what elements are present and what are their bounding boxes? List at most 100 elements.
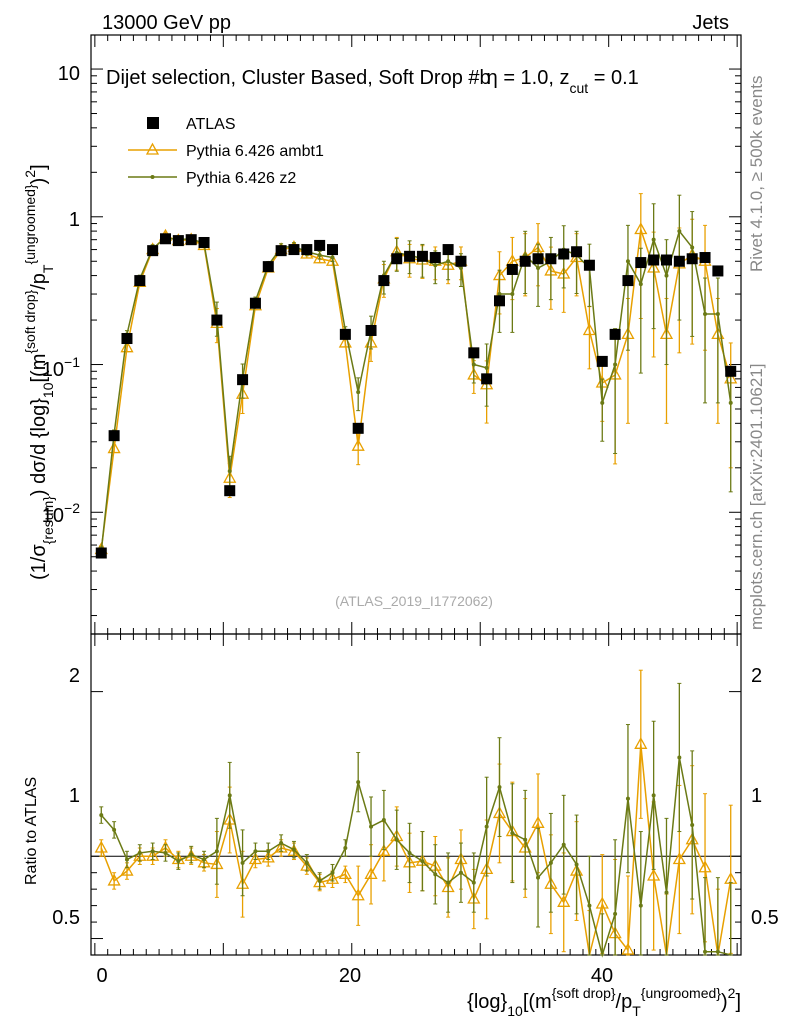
- main-point-atlas: [378, 275, 390, 287]
- main-y-tick-label-10: 10: [58, 63, 80, 85]
- ratio-point-pythia-6-426-z2: [266, 849, 271, 854]
- ratio-point-pythia-6-426-z2: [613, 911, 618, 916]
- ratio-y-tick-label-right-1: 1: [751, 785, 762, 807]
- main-point-pythia-6-426-z2: [497, 292, 502, 297]
- legend-label-z2: Pythia 6.426 z2: [186, 170, 296, 187]
- ratio-point-pythia-6-426-ambt1: [146, 848, 160, 861]
- main-point-atlas: [301, 244, 313, 256]
- main-point-pythia-6-426-z2: [536, 266, 541, 271]
- ratio-line-pythia-6-426-z2: [100, 757, 731, 958]
- ratio-point-pythia-6-426-z2: [561, 842, 566, 847]
- main-point-pythia-6-426-ambt1: [325, 253, 340, 266]
- header-left: 13000 GeV pp: [102, 12, 231, 34]
- ratio-point-pythia-6-426-z2: [548, 860, 553, 865]
- ratio-point-pythia-6-426-ambt1: [531, 815, 545, 828]
- tick-layer: [91, 35, 741, 955]
- ratio-point-pythia-6-426-z2: [291, 847, 296, 852]
- side-label-mcplots: mcplots.cern.ch [arXiv:2401.10621]: [747, 364, 766, 630]
- legend-marker-z2: [150, 175, 155, 179]
- main-point-atlas: [160, 233, 172, 245]
- legend-marker-ambt1: [145, 142, 160, 155]
- main-point-atlas: [237, 374, 249, 386]
- ratio-point-pythia-6-426-ambt1: [351, 888, 365, 901]
- main-point-atlas: [532, 253, 544, 265]
- ratio-point-pythia-6-426-z2: [279, 841, 284, 846]
- legend-label-atlas: ATLAS: [186, 116, 236, 133]
- main-point-pythia-6-426-z2: [677, 229, 682, 234]
- main-point-atlas: [686, 253, 698, 265]
- main-point-pythia-6-426-z2: [458, 266, 463, 271]
- ratio-point-pythia-6-426-z2: [330, 870, 335, 875]
- main-y-axis-label: (1/σ{resum}) dσ/d {log}10[(m{soft drop}/…: [22, 164, 56, 580]
- main-point-atlas: [725, 365, 737, 377]
- main-point-pythia-6-426-ambt1: [107, 441, 121, 454]
- ratio-point-pythia-6-426-z2: [124, 857, 129, 862]
- ratio-point-pythia-6-426-z2: [497, 785, 502, 790]
- main-point-atlas: [314, 239, 326, 251]
- ratio-point-pythia-6-426-ambt1: [621, 942, 635, 955]
- ratio-point-pythia-6-426-z2: [407, 850, 412, 855]
- ratio-point-pythia-6-426-ambt1: [325, 871, 340, 884]
- main-point-pythia-6-426-z2: [728, 400, 733, 405]
- main-point-atlas: [288, 244, 300, 256]
- main-series-layer: [94, 193, 738, 559]
- main-point-atlas: [224, 485, 236, 497]
- ratio-point-pythia-6-426-ambt1: [672, 852, 686, 865]
- ratio-y-tick-label-1: 1: [69, 785, 80, 807]
- ratio-series-layer: [94, 669, 738, 958]
- main-point-atlas: [673, 255, 685, 267]
- ratio-y-tick-label-right-2: 2: [751, 665, 762, 687]
- main-point-pythia-6-426-z2: [690, 245, 695, 250]
- ratio-point-pythia-6-426-z2: [523, 837, 528, 842]
- main-point-atlas: [108, 430, 120, 442]
- legend-marker-atlas: [147, 117, 159, 129]
- ratio-y-tick-label-0.5: 0.5: [52, 907, 80, 929]
- ratio-point-pythia-6-426-z2: [137, 850, 142, 855]
- main-point-atlas: [262, 261, 274, 273]
- ratio-point-pythia-6-426-z2: [625, 796, 630, 801]
- main-point-pythia-6-426-ambt1: [313, 251, 327, 264]
- main-line-pythia-6-426-z2: [100, 229, 732, 551]
- main-point-atlas: [391, 253, 403, 265]
- legend-label-ambt1: Pythia 6.426 ambt1: [186, 143, 324, 160]
- ratio-point-pythia-6-426-z2: [240, 860, 245, 865]
- main-y-tick-label-0.1: 10−1: [42, 354, 80, 381]
- ratio-point-pythia-6-426-z2: [433, 872, 438, 877]
- main-point-pythia-6-426-z2: [330, 255, 335, 260]
- ratio-point-pythia-6-426-ambt1: [120, 863, 134, 876]
- main-y-tick-label-0.01: 10−2: [42, 500, 80, 527]
- ratio-point-pythia-6-426-z2: [304, 860, 309, 865]
- ratio-point-pythia-6-426-z2: [369, 824, 374, 829]
- main-point-pythia-6-426-z2: [600, 400, 605, 405]
- main-point-pythia-6-426-z2: [317, 253, 322, 258]
- main-point-atlas: [134, 275, 146, 287]
- ratio-point-pythia-6-426-z2: [163, 850, 168, 855]
- main-point-pythia-6-426-z2: [510, 292, 515, 297]
- ratio-point-pythia-6-426-z2: [638, 903, 643, 908]
- ratio-point-pythia-6-426-ambt1: [595, 896, 609, 909]
- ratio-point-pythia-6-426-ambt1: [107, 873, 121, 886]
- main-point-pythia-6-426-z2: [471, 362, 476, 367]
- main-point-pythia-6-426-z2: [446, 259, 451, 264]
- main-point-pythia-6-426-ambt1: [634, 222, 648, 235]
- ratio-point-pythia-6-426-z2: [715, 949, 720, 954]
- main-point-pythia-6-426-ambt1: [120, 340, 134, 353]
- main-point-atlas: [327, 244, 339, 256]
- main-point-pythia-6-426-z2: [703, 311, 708, 316]
- ratio-point-pythia-6-426-ambt1: [338, 866, 352, 879]
- main-point-pythia-6-426-z2: [625, 259, 630, 264]
- ratio-point-pythia-6-426-z2: [356, 780, 361, 785]
- main-point-pythia-6-426-z2: [484, 365, 489, 370]
- ratio-y-tick-label-2: 2: [69, 665, 80, 687]
- x-tick-label-20: 20: [339, 965, 361, 987]
- main-point-atlas: [416, 250, 428, 262]
- x-axis-label: {log}10[(m{soft drop}/pT{ungroomed})2]: [467, 985, 741, 1019]
- ratio-point-pythia-6-426-ambt1: [248, 852, 263, 865]
- main-point-atlas: [660, 254, 672, 266]
- main-point-atlas: [596, 355, 608, 367]
- ratio-point-pythia-6-426-z2: [112, 827, 117, 832]
- main-point-atlas: [455, 255, 467, 267]
- main-point-atlas: [609, 328, 621, 340]
- ratio-point-pythia-6-426-z2: [510, 831, 515, 836]
